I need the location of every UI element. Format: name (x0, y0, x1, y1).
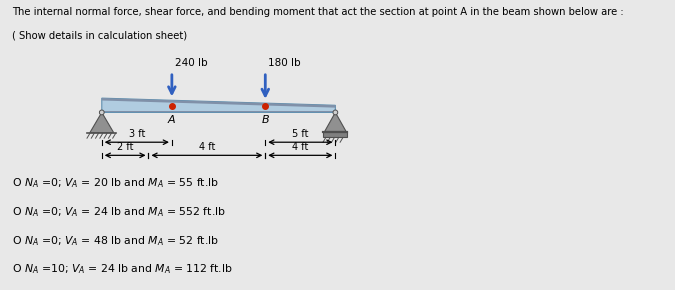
Text: 2 ft: 2 ft (117, 142, 134, 152)
Text: 180 lb: 180 lb (268, 58, 301, 68)
Text: 240 lb: 240 lb (175, 58, 207, 68)
Polygon shape (325, 113, 346, 131)
Text: ( Show details in calculation sheet): ( Show details in calculation sheet) (12, 30, 187, 40)
Text: 4 ft: 4 ft (198, 142, 215, 152)
Text: O $N_A$ =10; $V_A$ = 24 lb and $M_A$ = 112 ft.lb: O $N_A$ =10; $V_A$ = 24 lb and $M_A$ = 1… (12, 262, 233, 276)
Text: 4 ft: 4 ft (292, 142, 308, 152)
Text: O $N_A$ =0; $V_A$ = 24 lb and $M_A$ = 552 ft.lb: O $N_A$ =0; $V_A$ = 24 lb and $M_A$ = 55… (12, 205, 226, 219)
Circle shape (333, 110, 338, 115)
Polygon shape (102, 98, 335, 108)
Polygon shape (90, 113, 113, 133)
Circle shape (99, 110, 104, 115)
Text: B: B (261, 115, 269, 125)
Bar (323, 132, 347, 137)
Text: The internal normal force, shear force, and bending moment that act the section : The internal normal force, shear force, … (12, 7, 624, 17)
Polygon shape (102, 110, 335, 113)
Text: O $N_A$ =0; $V_A$ = 48 lb and $M_A$ = 52 ft.lb: O $N_A$ =0; $V_A$ = 48 lb and $M_A$ = 52… (12, 234, 219, 248)
Text: A: A (168, 115, 176, 125)
Text: 3 ft: 3 ft (129, 129, 145, 139)
Text: O $N_A$ =0; $V_A$ = 20 lb and $M_A$ = 55 ft.lb: O $N_A$ =0; $V_A$ = 20 lb and $M_A$ = 55… (12, 176, 219, 190)
Polygon shape (102, 98, 335, 113)
Text: 5 ft: 5 ft (292, 129, 308, 139)
